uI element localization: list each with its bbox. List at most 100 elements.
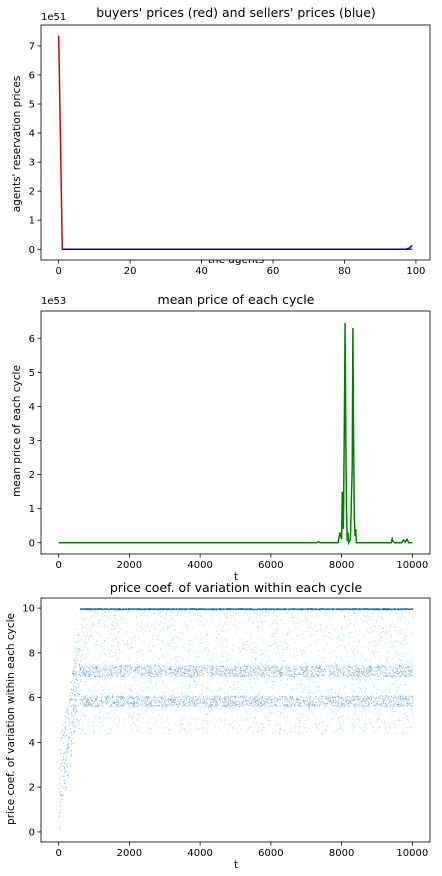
scatter-point [90, 609, 92, 610]
scatter-point [128, 610, 130, 611]
scatter-point [367, 619, 369, 621]
scatter-point [243, 612, 245, 614]
scatter-point [154, 671, 156, 673]
scatter-point [298, 720, 300, 722]
scatter-point [92, 727, 94, 729]
scatter-point [274, 672, 276, 674]
scatter-point [398, 717, 400, 719]
scatter-point [196, 620, 198, 622]
scatter-point [123, 608, 125, 610]
scatter-point [176, 647, 178, 649]
scatter-point [87, 710, 89, 712]
scatter-point [344, 693, 346, 695]
scatter-point [284, 730, 285, 731]
scatter-point [78, 674, 80, 676]
scatter-point [74, 707, 76, 709]
scatter-point [350, 608, 352, 610]
scatter-point [180, 687, 182, 689]
scatter-point [357, 718, 359, 720]
scatter-point [301, 633, 303, 635]
scatter-point [77, 695, 79, 697]
scatter-point [99, 733, 100, 735]
scatter-point [398, 695, 400, 697]
scatter-point [394, 732, 396, 734]
scatter-point [157, 615, 159, 617]
scatter-point [372, 701, 374, 703]
scatter-point [100, 693, 102, 695]
scatter-point [89, 626, 91, 628]
scatter-point [187, 608, 189, 610]
scatter-point [148, 672, 150, 674]
scatter-point [309, 728, 311, 730]
scatter-point [293, 641, 295, 643]
scatter-point [75, 704, 77, 706]
scatter-point [120, 618, 122, 620]
scatter-point [331, 688, 333, 690]
scatter-point [397, 672, 399, 674]
scatter-point [363, 698, 365, 699]
scatter-point [79, 696, 81, 698]
scatter-point [191, 729, 193, 730]
scatter-point [113, 634, 115, 636]
scatter-point [307, 717, 309, 719]
scatter-point [307, 694, 309, 696]
scatter-point [198, 656, 200, 658]
scatter-point [101, 716, 103, 718]
scatter-point [336, 647, 338, 648]
scatter-point [358, 639, 360, 641]
scatter-point [205, 624, 206, 626]
scatter-point [137, 672, 139, 674]
scatter-point [272, 635, 274, 637]
scatter-point [209, 611, 211, 612]
scatter-point [122, 731, 124, 733]
scatter-point [266, 661, 268, 663]
scatter-point [156, 609, 158, 611]
scatter-point [190, 608, 191, 610]
scatter-point [352, 724, 354, 726]
scatter-point [131, 716, 133, 718]
scatter-point [278, 732, 280, 734]
scatter-point [401, 676, 402, 677]
scatter-point [347, 652, 348, 654]
scatter-point [351, 730, 353, 731]
scatter-point [256, 626, 258, 628]
scatter-point [287, 608, 289, 610]
scatter-point [308, 609, 309, 611]
scatter-point [379, 727, 381, 729]
scatter-point [99, 717, 100, 719]
scatter-point [60, 798, 62, 800]
scatter-point [262, 672, 264, 673]
scatter-point [296, 634, 298, 636]
scatter-point [163, 705, 165, 707]
scatter-point [110, 707, 111, 709]
scatter-point [118, 646, 119, 647]
scatter-point [128, 670, 129, 671]
scatter-point [118, 614, 120, 616]
scatter-point [275, 642, 277, 644]
scatter-point [170, 702, 172, 703]
scatter-point [107, 718, 109, 720]
scatter-point [107, 705, 109, 707]
scatter-point [280, 679, 281, 681]
scatter-point [344, 685, 346, 687]
scatter-point [160, 616, 162, 617]
scatter-point [66, 774, 68, 776]
scatter-point [279, 730, 281, 732]
scatter-point [287, 733, 288, 734]
scatter-point [358, 608, 360, 610]
scatter-point [213, 678, 215, 680]
scatter-point [275, 619, 276, 621]
scatter-point [293, 710, 294, 712]
scatter-point [68, 718, 70, 720]
scatter-point [164, 685, 166, 687]
scatter-point [294, 609, 296, 610]
scatter-point [162, 633, 164, 634]
y-tick-label: 4 [29, 402, 35, 413]
scatter-point [276, 616, 278, 617]
scatter-point [338, 717, 339, 718]
scatter-point [324, 635, 326, 637]
scatter-point [73, 699, 75, 701]
scatter-point [197, 705, 198, 707]
scatter-point [69, 695, 71, 697]
scatter-point [386, 732, 388, 734]
